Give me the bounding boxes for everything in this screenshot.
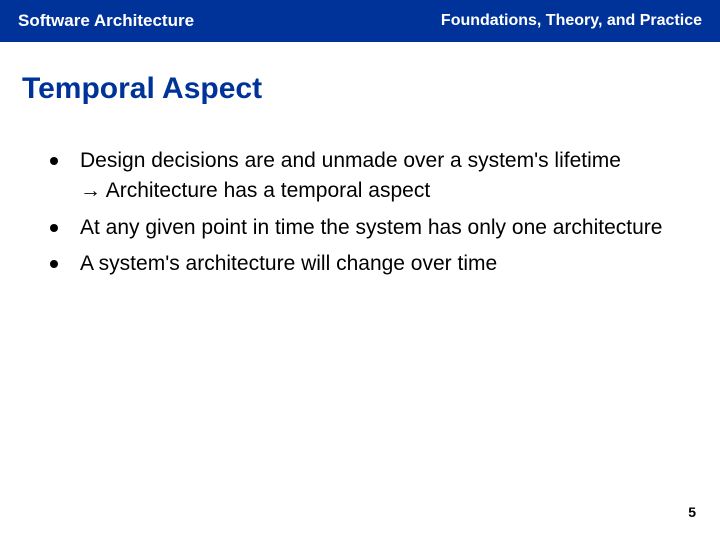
bullet-text: At any given point in time the system ha… [80,213,662,243]
bullet-sub: → Architecture has a temporal aspect [80,179,430,202]
bullet-dot-icon [50,157,58,165]
page-number: 5 [688,504,696,520]
slide-title: Temporal Aspect [0,42,720,106]
bullet-dot-icon [50,224,58,232]
bullet-item: A system's architecture will change over… [50,249,690,279]
bullet-dot-icon [50,260,58,268]
bullet-text: Design decisions are and unmade over a s… [80,146,621,207]
bullet-sub-text: Architecture has a temporal aspect [106,179,431,202]
bullet-text: A system's architecture will change over… [80,249,497,279]
bullet-main: Design decisions are and unmade over a s… [80,149,621,172]
header-left-text: Software Architecture [18,11,194,31]
slide-content: Design decisions are and unmade over a s… [0,106,720,280]
header-right-text: Foundations, Theory, and Practice [441,12,702,30]
bullet-item: At any given point in time the system ha… [50,213,690,243]
slide-header: Software Architecture Foundations, Theor… [0,0,720,42]
bullet-item: Design decisions are and unmade over a s… [50,146,690,207]
arrow-icon: → [80,179,101,202]
